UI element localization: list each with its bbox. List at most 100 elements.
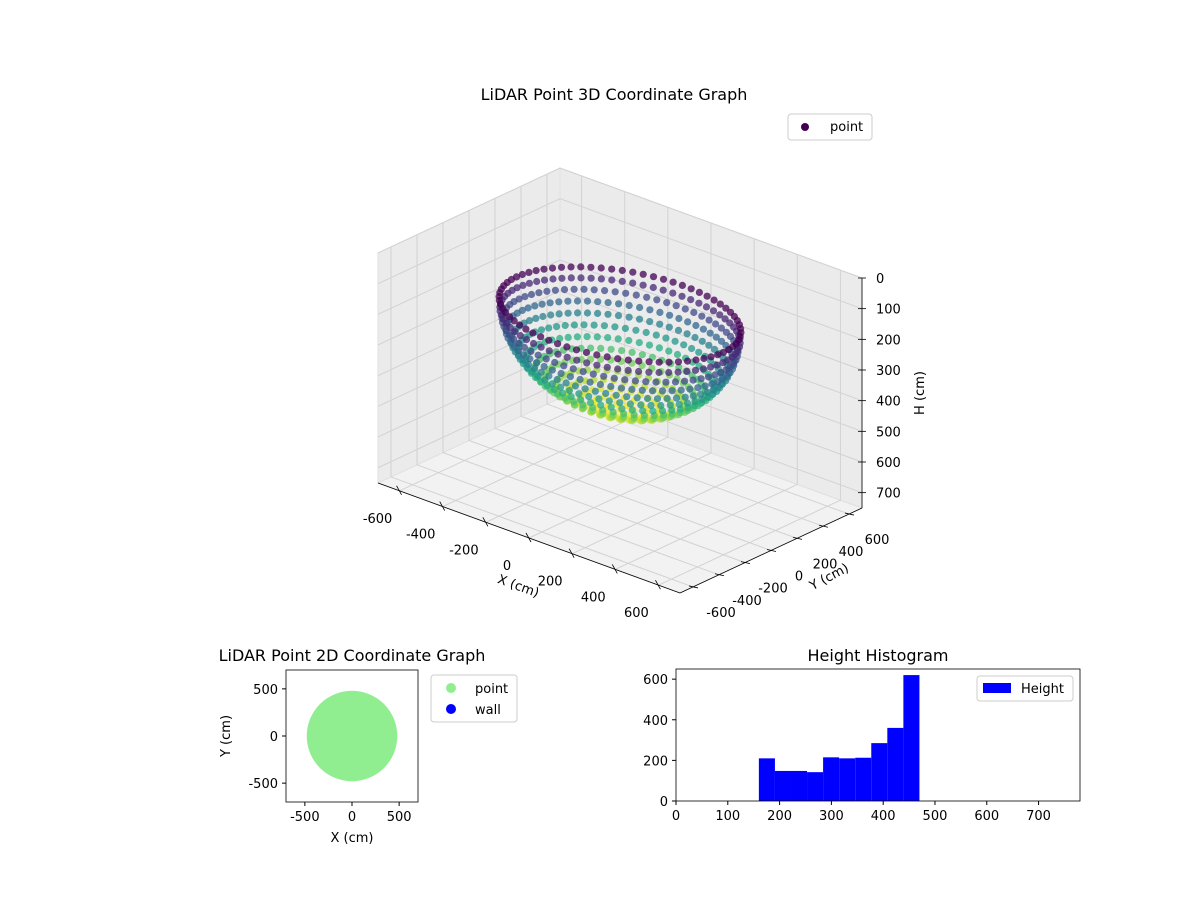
point-marker: [690, 308, 698, 317]
point-marker: [573, 333, 582, 341]
point-marker: [657, 401, 665, 410]
point-marker: [623, 393, 631, 401]
x-tick-label: 500: [387, 810, 412, 825]
point-marker: [516, 332, 524, 340]
point-marker: [687, 285, 695, 293]
point-marker: [646, 318, 654, 326]
point-marker: [557, 369, 565, 378]
point-marker: [649, 273, 658, 281]
point-marker: [581, 385, 589, 393]
y-tick-label: 400: [839, 545, 864, 560]
legend-marker: [983, 683, 1011, 693]
point-marker: [594, 309, 602, 317]
point-marker: [585, 392, 593, 401]
x-tick-label: 0: [503, 559, 511, 574]
gridline-x: [658, 270, 841, 586]
point-marker: [518, 270, 526, 279]
point-marker: [714, 378, 722, 386]
point-marker: [635, 315, 644, 323]
point-marker: [583, 333, 591, 341]
point-marker: [614, 355, 622, 363]
point-marker: [714, 351, 722, 359]
y-tick-label: -500: [248, 777, 278, 792]
point-marker: [625, 301, 633, 310]
point-marker: [645, 358, 653, 366]
x-tick-label: 400: [581, 590, 606, 605]
z-tick-label: 700: [876, 487, 901, 502]
point-marker: [557, 263, 566, 271]
y-tick-label: 600: [865, 533, 890, 548]
point-marker: [608, 265, 616, 273]
x-tick-label: 0: [672, 809, 680, 824]
point-marker: [591, 387, 600, 395]
z-tick-label: 300: [876, 364, 901, 379]
point-marker: [583, 359, 591, 367]
point-marker: [628, 385, 636, 393]
histogram-bar: [887, 727, 904, 801]
point-marker: [712, 333, 720, 341]
point-marker: [601, 287, 609, 295]
point-marker: [615, 300, 623, 308]
point-cloud-disc: [306, 690, 398, 782]
point-marker: [567, 393, 575, 401]
point-marker: [665, 323, 673, 331]
point-marker: [672, 302, 680, 310]
point-marker: [703, 388, 712, 396]
point-marker: [624, 366, 632, 374]
point-marker: [689, 392, 697, 400]
y-tick-label: 600: [643, 673, 668, 688]
point-marker: [709, 307, 718, 315]
y-tick-label: -200: [758, 582, 788, 597]
point-marker: [674, 368, 682, 376]
point-marker: [532, 314, 540, 322]
point-marker: [537, 368, 545, 376]
point-marker: [532, 267, 540, 275]
point-marker: [596, 380, 605, 389]
point-marker: [610, 374, 618, 382]
point-marker: [705, 316, 713, 324]
point-marker: [560, 286, 569, 294]
point-marker: [530, 364, 539, 372]
point-marker: [691, 397, 699, 406]
point-marker: [522, 325, 530, 333]
point-marker: [618, 277, 626, 285]
point-marker: [698, 337, 706, 345]
point-marker: [618, 266, 626, 275]
point-marker: [569, 365, 577, 373]
point-marker: [572, 346, 581, 354]
x-axis-label: X (cm): [495, 572, 541, 601]
point-marker: [547, 311, 555, 319]
gridline-z: [377, 167, 863, 279]
point-marker: [683, 399, 692, 407]
point-marker: [663, 395, 671, 403]
point-marker: [563, 343, 571, 351]
point-marker: [612, 391, 620, 399]
x-tick-mark: [439, 501, 446, 511]
point-marker: [639, 281, 647, 289]
point-marker: [669, 278, 677, 286]
point-marker: [622, 289, 630, 297]
x-tick-mark: [568, 548, 575, 558]
y-tick-label: 400: [643, 714, 668, 729]
point-marker: [526, 355, 534, 363]
point-marker: [554, 340, 562, 348]
y-tick-label: 0: [660, 795, 668, 810]
point-marker: [671, 378, 680, 386]
legend-label: wall: [475, 703, 501, 718]
point-marker: [621, 376, 629, 384]
point-marker: [631, 377, 640, 385]
point-marker: [711, 371, 719, 379]
point-marker: [635, 357, 643, 365]
point-marker: [533, 277, 541, 286]
point-marker: [551, 286, 560, 294]
point-marker: [653, 395, 662, 403]
point-marker: [666, 311, 674, 319]
y-tick-label: 0: [795, 570, 803, 585]
point-marker: [653, 296, 661, 304]
point-marker: [510, 317, 518, 325]
point-marker: [662, 378, 670, 386]
y-tick-mark: [844, 512, 855, 516]
y-axis-label: Y (cm): [219, 715, 234, 758]
point-marker: [579, 368, 587, 376]
point-marker: [674, 358, 683, 366]
